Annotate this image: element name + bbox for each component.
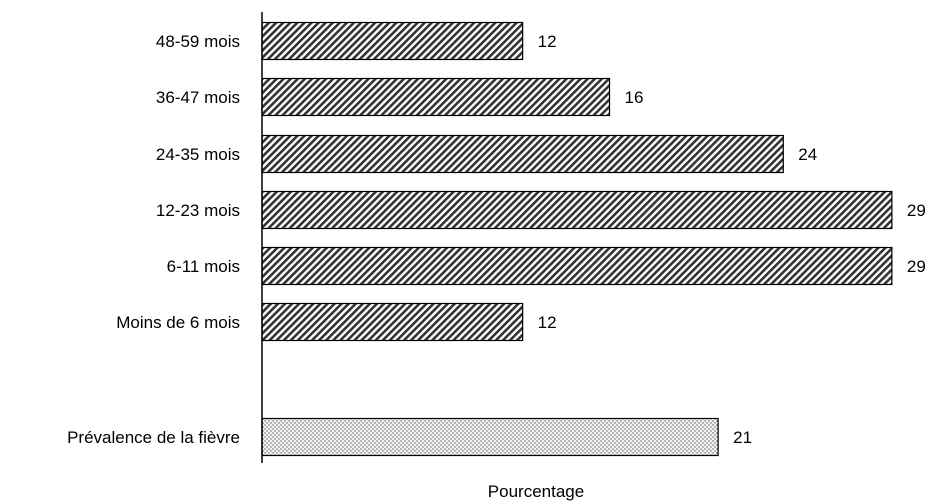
- labels-layer: 48-59 mois 12 36-47 mois 16 24-35 mois 24 12-2…: [67, 32, 926, 447]
- category-label-2: 24-35 mois: [156, 145, 240, 164]
- value-label-6: 21: [733, 428, 752, 447]
- value-label-3: 29: [907, 201, 926, 220]
- value-label-4: 29: [907, 257, 926, 276]
- bars-layer: [261, 21, 893, 457]
- bar-6: [261, 417, 719, 457]
- bar-5: [261, 302, 524, 342]
- category-label-0: 48-59 mois: [156, 32, 240, 51]
- bar-0: [261, 21, 524, 61]
- value-label-5: 12: [538, 313, 557, 332]
- bar-4: [261, 246, 893, 286]
- value-label-1: 16: [625, 88, 644, 107]
- category-label-4: 6-11 mois: [167, 257, 240, 276]
- bar-3: [261, 190, 893, 230]
- value-label-2: 24: [798, 145, 817, 164]
- category-label-1: 36-47 mois: [156, 88, 240, 107]
- x-axis-title: Pourcentage: [488, 482, 584, 501]
- value-label-0: 12: [538, 32, 557, 51]
- category-label-3: 12-23 mois: [156, 201, 240, 220]
- category-label-6: Prévalence de la fièvre: [67, 428, 240, 447]
- category-label-5: Moins de 6 mois: [116, 313, 240, 332]
- bar-1: [261, 77, 611, 117]
- bar-2: [261, 134, 784, 174]
